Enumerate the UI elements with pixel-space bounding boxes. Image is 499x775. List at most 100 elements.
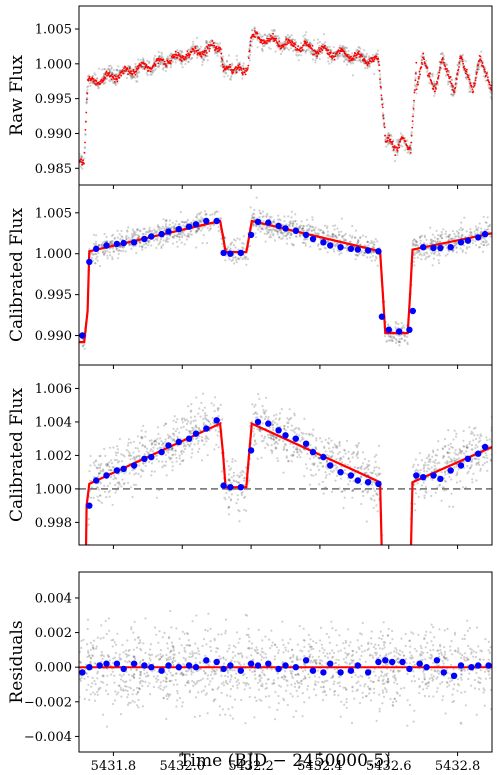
data-point (243, 256, 246, 259)
data-point (109, 475, 113, 479)
data-point (263, 232, 266, 235)
data-point (449, 237, 452, 240)
data-point (164, 223, 167, 226)
data-point (202, 233, 205, 237)
data-point (238, 475, 241, 478)
data-point (111, 71, 114, 74)
data-point (289, 232, 293, 235)
data-point (205, 213, 208, 216)
data-point (372, 246, 376, 249)
model-point (304, 40, 307, 43)
data-point (359, 236, 362, 239)
model-point (375, 55, 378, 58)
model-point (275, 37, 278, 40)
data-point (202, 422, 205, 425)
data-point (174, 449, 177, 452)
model-point (95, 80, 98, 82)
data-point (278, 235, 281, 239)
data-point (134, 457, 137, 460)
data-point (257, 392, 260, 396)
data-point (119, 249, 122, 252)
data-point (175, 456, 178, 460)
model-point (380, 94, 383, 97)
data-point (334, 467, 337, 470)
model-point (457, 68, 460, 71)
data-point (108, 79, 111, 82)
model-point (381, 106, 384, 109)
data-point (295, 427, 298, 430)
data-point (482, 243, 485, 247)
data-point (184, 221, 187, 224)
model-point (380, 86, 382, 89)
data-point (468, 80, 471, 83)
data-point (265, 215, 268, 219)
model-point (240, 67, 242, 70)
data-point (204, 416, 207, 420)
data-point (393, 337, 396, 340)
data-point (170, 457, 173, 460)
data-point (156, 447, 159, 450)
model-point (378, 64, 380, 67)
data-point (348, 480, 352, 483)
data-point (80, 155, 83, 158)
data-point (487, 228, 490, 231)
binned-point (203, 217, 210, 225)
data-point (112, 233, 115, 236)
model-point (483, 69, 486, 71)
data-point (372, 494, 375, 497)
data-point (297, 59, 300, 62)
data-point (377, 62, 380, 65)
data-point (336, 236, 339, 239)
data-point (286, 233, 289, 236)
data-point (446, 452, 449, 455)
data-point (133, 75, 136, 78)
data-point (356, 253, 359, 257)
data-point (344, 452, 347, 455)
data-point (291, 244, 295, 247)
data-point (332, 224, 335, 227)
data-point (340, 252, 343, 255)
data-point (154, 230, 157, 233)
data-point (139, 241, 142, 244)
data-point (331, 454, 334, 457)
data-point (307, 433, 310, 436)
data-point (387, 132, 390, 135)
data-point (235, 54, 238, 58)
model-point (437, 74, 440, 77)
data-point (266, 433, 270, 436)
model-point (417, 77, 420, 80)
data-point (349, 62, 352, 65)
model-point (84, 129, 87, 131)
data-point (374, 255, 378, 258)
data-point (190, 222, 193, 225)
data-point (102, 469, 105, 472)
model-point (244, 73, 247, 76)
data-point (336, 53, 339, 56)
data-point (137, 235, 141, 238)
data-point (288, 36, 291, 39)
model-point (224, 68, 227, 71)
model-point (147, 69, 150, 72)
data-point (248, 47, 251, 51)
data-point (460, 452, 463, 455)
binned-point (275, 222, 282, 230)
data-point (482, 75, 485, 78)
data-point (413, 483, 416, 487)
model-point (409, 152, 412, 154)
data-point (363, 251, 366, 254)
data-point (257, 228, 260, 231)
data-point (325, 234, 329, 237)
data-point (444, 230, 448, 233)
data-point (272, 234, 275, 237)
data-point (360, 483, 363, 486)
data-point (244, 255, 247, 258)
data-point (329, 49, 332, 52)
data-point (139, 229, 142, 232)
data-point (299, 224, 303, 227)
data-point (105, 496, 108, 499)
data-point (148, 460, 151, 464)
data-point (145, 243, 148, 246)
data-point (217, 446, 220, 449)
model-point (200, 56, 203, 58)
binned-point (475, 234, 482, 241)
